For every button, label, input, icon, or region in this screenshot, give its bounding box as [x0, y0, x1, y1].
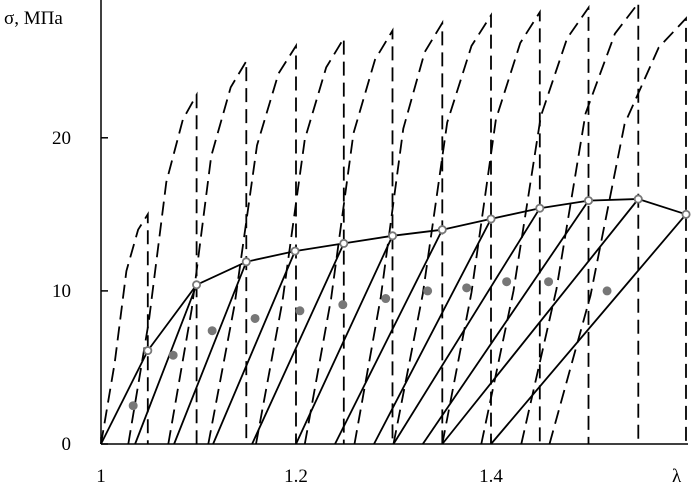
- y-tick-label: 10: [52, 281, 71, 302]
- series-line: [548, 16, 687, 445]
- series-line: [373, 218, 492, 445]
- series-line: [167, 57, 248, 445]
- data-point: [584, 196, 594, 206]
- series-line: [251, 243, 345, 445]
- data-point: [535, 203, 545, 213]
- data-point: [290, 246, 300, 256]
- data-point: [544, 277, 554, 287]
- series-line: [480, 4, 590, 445]
- data-point: [241, 257, 251, 267]
- data-point: [192, 280, 202, 290]
- data-point: [462, 283, 472, 293]
- data-point: [168, 350, 178, 360]
- series-line: [334, 229, 444, 445]
- data-point: [423, 286, 433, 296]
- data-point: [486, 214, 496, 224]
- series-line: [100, 211, 149, 445]
- data-point: [502, 277, 512, 287]
- data-point: [295, 306, 305, 316]
- series-line: [127, 91, 198, 445]
- data-point: [143, 346, 153, 356]
- data-point: [388, 231, 398, 241]
- series-line: [392, 12, 492, 445]
- data-point: [633, 194, 643, 204]
- x-tick-label: 1: [96, 466, 106, 486]
- series-line: [134, 284, 198, 445]
- series-line: [441, 9, 541, 445]
- x-tick-label: 1.4: [479, 466, 503, 486]
- data-point: [437, 225, 447, 235]
- series-line: [392, 207, 541, 445]
- data-point: [681, 209, 691, 219]
- series-line: [212, 250, 296, 445]
- series-line: [207, 42, 297, 445]
- series-line: [147, 198, 687, 352]
- series-line: [100, 350, 149, 445]
- data-point: [128, 401, 138, 411]
- series-line: [173, 261, 248, 445]
- x-tick-label: 1.2: [284, 466, 308, 486]
- series-line: [255, 35, 345, 445]
- y-tick-label: 0: [62, 434, 72, 455]
- data-point: [338, 300, 348, 310]
- series-line: [303, 27, 394, 445]
- series-line: [520, 0, 640, 445]
- x-axis-label: λ: [672, 466, 682, 486]
- series-line: [490, 213, 687, 445]
- y-axis-label: σ, МПа: [4, 8, 63, 29]
- data-point: [250, 313, 260, 323]
- series-line: [422, 200, 590, 445]
- series-line: [295, 235, 394, 445]
- series-line: [353, 19, 444, 445]
- series-line: [441, 198, 640, 445]
- y-tick-label: 20: [52, 128, 71, 149]
- data-point: [339, 238, 349, 248]
- data-point: [381, 294, 391, 304]
- data-point: [207, 326, 217, 336]
- data-point: [602, 286, 612, 296]
